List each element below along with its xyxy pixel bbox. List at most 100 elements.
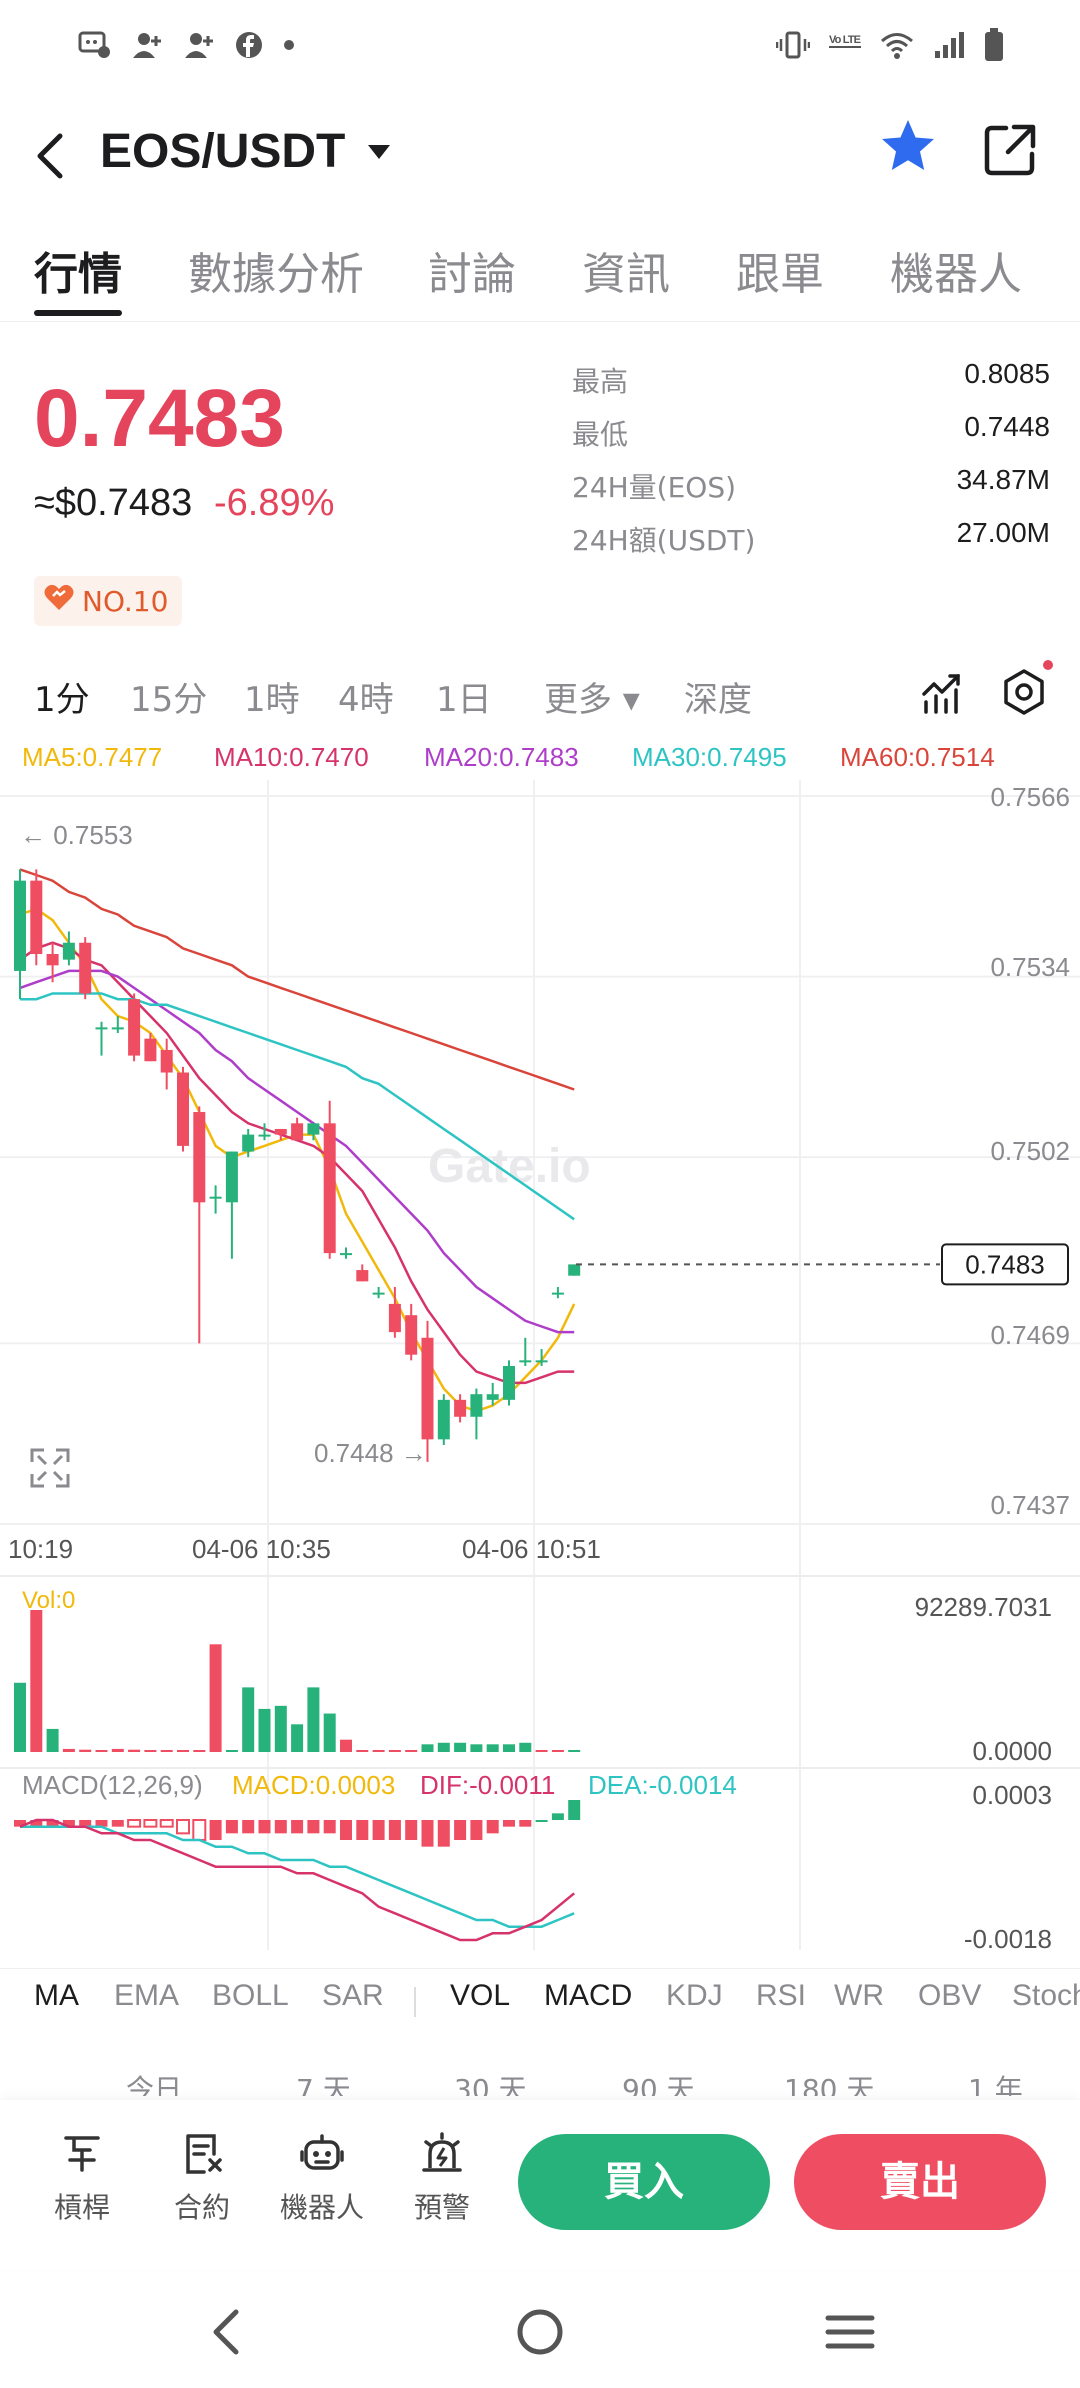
candle-body [454, 1399, 467, 1417]
volume-bar [258, 1708, 271, 1752]
chart-grid [0, 780, 1080, 1950]
sell-button[interactable]: 賣出 [794, 2134, 1046, 2230]
leverage-button[interactable]: 槓桿 [32, 2132, 132, 2226]
tab-market[interactable]: 行情 [34, 249, 122, 300]
contract-button[interactable]: 合約 [152, 2132, 252, 2226]
tab-data-analysis[interactable]: 數據分析 [188, 249, 364, 300]
notification-dot [1043, 660, 1053, 670]
stat-turnover: 24H額(USDT) 27.00M [572, 515, 1050, 568]
high-marker: ← 0.7553 [20, 820, 133, 850]
volume-max: 92289.7031 [915, 1592, 1052, 1622]
volume-bar [470, 1744, 483, 1752]
kline-chart[interactable]: Gate.io 0.7566 0.7534 0.7502 0.7469 0.74… [0, 780, 1080, 1950]
current-price-label: 0.7483 [965, 1249, 1045, 1279]
tab-copy-trading[interactable]: 跟單 [736, 249, 824, 300]
robot-button[interactable]: 機器人 [272, 2132, 372, 2226]
macd-bar [519, 1820, 532, 1827]
share-icon[interactable] [982, 122, 1038, 178]
macd-bar [421, 1820, 434, 1847]
rank-badge[interactable]: NO.10 [34, 576, 183, 626]
depth-tab[interactable]: 深度 [684, 680, 752, 720]
price-tick: 0.7469 [990, 1320, 1070, 1350]
macd-bar [454, 1820, 467, 1840]
indicator-vol[interactable]: VOL [450, 1979, 511, 2012]
range-today[interactable]: 今日 [126, 2073, 183, 2096]
tab-discussion[interactable]: 討論 [428, 249, 516, 300]
range-row: 今日 7 天 30 天 90 天 180 天 1 年 [0, 2056, 1080, 2096]
volume-bar [356, 1750, 369, 1752]
volume-bar [177, 1750, 189, 1752]
system-recents-icon[interactable] [818, 2300, 882, 2364]
indicator-boll[interactable]: BOLL [212, 1979, 289, 2012]
stat-label: 24H量(EOS) [572, 471, 737, 504]
range-7d[interactable]: 7 天 [296, 2073, 351, 2096]
indicator-sar[interactable]: SAR [322, 1979, 384, 2012]
pair-selector[interactable]: EOS/USDT [100, 125, 346, 178]
volume-bar [291, 1724, 304, 1752]
candle-body [519, 1360, 532, 1363]
candle-body [111, 1027, 124, 1030]
macd-max: 0.0003 [972, 1780, 1052, 1810]
candles [14, 869, 581, 1462]
range-90d[interactable]: 90 天 [622, 2073, 695, 2096]
tab-news[interactable]: 資訊 [582, 249, 670, 300]
kline-chart-svg[interactable]: Gate.io 0.7566 0.7534 0.7502 0.7469 0.74… [0, 780, 1080, 1950]
volume-bar [160, 1750, 173, 1752]
system-home-icon[interactable] [508, 2300, 572, 2364]
favorite-star-icon[interactable] [878, 116, 942, 180]
back-button[interactable] [28, 126, 76, 186]
interval-4h[interactable]: 4時 [338, 680, 394, 720]
interval-more[interactable]: 更多 ▾ [544, 680, 640, 720]
range-30d[interactable]: 30 天 [454, 2073, 527, 2096]
indicator-wr[interactable]: WR [834, 1979, 884, 2012]
notification-icons [78, 30, 296, 68]
volte-icon: Vo LTE [828, 30, 862, 68]
candle-body [437, 1399, 450, 1440]
range-180d[interactable]: 180 天 [784, 2073, 875, 2096]
indicator-stoch[interactable]: Stoch [1012, 1979, 1080, 2012]
macd-bar [388, 1820, 401, 1840]
alert-button[interactable]: 預警 [392, 2132, 492, 2226]
indicator-macd[interactable]: MACD [544, 1979, 633, 2012]
caret-down-icon[interactable] [366, 134, 392, 174]
macd-bar [30, 1820, 43, 1827]
indicator-ema[interactable]: EMA [114, 1979, 180, 2012]
stat-label: 最高 [572, 365, 629, 398]
macd-bar [95, 1820, 108, 1827]
robot-label: 機器人 [279, 2191, 364, 2224]
settings-hex-icon[interactable] [1000, 668, 1048, 716]
macd-bar [486, 1820, 499, 1834]
price-tick: 0.7502 [990, 1136, 1070, 1166]
candle-body [486, 1394, 499, 1400]
interval-15m[interactable]: 15分 [130, 680, 208, 720]
candle-body [372, 1292, 385, 1295]
volume-bar [405, 1750, 418, 1752]
macd-bar [111, 1820, 124, 1827]
macd-bar [323, 1820, 336, 1834]
interval-1d[interactable]: 1日 [436, 680, 492, 720]
interval-1h[interactable]: 1時 [244, 680, 300, 720]
wifi-icon [880, 30, 914, 68]
indicator-rsi[interactable]: RSI [756, 1979, 807, 2012]
interval-1m[interactable]: 1分 [34, 680, 90, 720]
indicator-obv[interactable]: OBV [918, 1979, 982, 2012]
candle-body [144, 1038, 157, 1062]
ma60-label: MA60:0.7514 [840, 742, 995, 772]
candle-body [405, 1315, 418, 1355]
range-1y[interactable]: 1 年 [968, 2073, 1023, 2096]
indicator-kdj[interactable]: KDJ [666, 1979, 723, 2012]
volume-min: 0.0000 [972, 1736, 1052, 1766]
robot-icon [300, 2134, 344, 2170]
volume-bar [372, 1750, 385, 1752]
stat-high: 最高 0.8085 [572, 356, 1050, 409]
buy-button[interactable]: 買入 [518, 2134, 770, 2230]
signal-icon [932, 30, 966, 68]
macd-bar [127, 1819, 142, 1828]
chevron-left-icon [37, 133, 63, 179]
macd-min: -0.0018 [964, 1924, 1052, 1950]
chart-tools-icon[interactable] [918, 668, 966, 716]
leverage-label: 槓桿 [53, 2191, 110, 2224]
system-back-icon[interactable] [196, 2300, 260, 2364]
indicator-ma[interactable]: MA [34, 1979, 79, 2012]
tab-bots[interactable]: 機器人 [890, 249, 1022, 300]
